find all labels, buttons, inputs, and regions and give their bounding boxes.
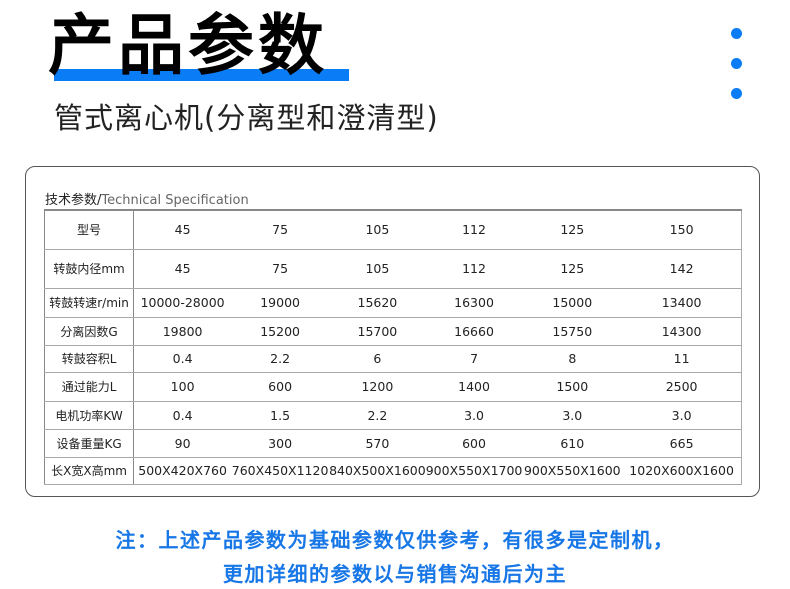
table-cell: 105 <box>329 209 426 250</box>
table-cell: 6 <box>329 345 426 373</box>
note-line-2: 更加详细的参数以与销售沟通后为主 <box>223 562 567 586</box>
spec-heading: 技术参数/Technical Specification <box>45 189 249 208</box>
table-cell: 610 <box>522 429 623 458</box>
table-cell: 3.0 <box>522 401 623 430</box>
table-cell: 112 <box>425 209 523 250</box>
table-cell: 8 <box>522 345 623 373</box>
table-cell: 2.2 <box>329 401 426 430</box>
table-row: 转鼓转速r/min 10000-28000 19000 15620 16300 15000… <box>43 288 743 318</box>
spec-card <box>25 166 760 497</box>
table-cell: 3.0 <box>425 401 523 430</box>
table-cell: 7 <box>425 345 523 373</box>
table-cell: 1400 <box>425 372 523 402</box>
row-label: 分离因数G <box>43 317 135 346</box>
table-cell: 900X550X1700 <box>425 457 523 485</box>
table-cell: 10000-28000 <box>133 288 232 318</box>
note-line-1: 注：上述产品参数为基础参数仅供参考，有很多是定制机， <box>115 528 675 552</box>
row-label: 通过能力L <box>43 372 135 402</box>
table-cell: 665 <box>622 429 743 458</box>
table-row: 转鼓容积L 0.4 2.2 6 7 8 11 <box>43 345 743 373</box>
table-cell: 16660 <box>425 317 523 346</box>
row-label: 长X宽X高mm <box>43 457 135 485</box>
table-cell: 14300 <box>622 317 743 346</box>
table-cell: 112 <box>425 249 523 289</box>
table-cell: 1.5 <box>231 401 330 430</box>
row-label: 型号 <box>43 209 135 250</box>
page-subtitle: 管式离心机(分离型和澄清型) <box>54 101 439 135</box>
table-row: 转鼓内径mm 45 75 105 112 125 142 <box>43 249 743 289</box>
table-cell: 840X500X1600 <box>329 457 426 485</box>
table-cell: 300 <box>231 429 330 458</box>
table-row: 长X宽X高mm 500X420X760 760X450X1120 840X500X16… <box>43 457 743 485</box>
spec-heading-cn: 技术参数/ <box>45 193 102 208</box>
table-cell: 0.4 <box>133 345 232 373</box>
spec-heading-en: Technical Specification <box>101 193 249 208</box>
table-row: 电机功率KW 0.4 1.5 2.2 3.0 3.0 3.0 <box>43 401 743 430</box>
table-row: 通过能力L 100 600 1200 1400 1500 2500 <box>43 372 743 402</box>
table-cell: 0.4 <box>133 401 232 430</box>
table-cell: 1020X600X1600 <box>622 457 743 485</box>
table-cell: 142 <box>622 249 743 289</box>
table-cell: 75 <box>231 209 330 250</box>
dot-icon <box>731 28 742 39</box>
table-cell: 500X420X760 <box>133 457 232 485</box>
row-label: 转鼓转速r/min <box>43 288 135 318</box>
dot-icon <box>731 58 742 69</box>
table-cell: 150 <box>622 209 743 250</box>
table-row: 型号 45 75 105 112 125 150 <box>43 209 743 250</box>
table-cell: 570 <box>329 429 426 458</box>
table-cell: 45 <box>133 249 232 289</box>
row-label: 设备重量KG <box>43 429 135 458</box>
table-cell: 600 <box>425 429 523 458</box>
table-cell: 15700 <box>329 317 426 346</box>
table-cell: 760X450X1120 <box>231 457 330 485</box>
table-cell: 1500 <box>522 372 623 402</box>
table-cell: 2500 <box>622 372 743 402</box>
table-cell: 16300 <box>425 288 523 318</box>
row-label: 转鼓内径mm <box>43 249 135 289</box>
table-cell: 11 <box>622 345 743 373</box>
row-label: 转鼓容积L <box>43 345 135 373</box>
table-cell: 19000 <box>231 288 330 318</box>
row-label: 电机功率KW <box>43 401 135 430</box>
table-cell: 15000 <box>522 288 623 318</box>
table-cell: 15200 <box>231 317 330 346</box>
table-cell: 600 <box>231 372 330 402</box>
table-row: 分离因数G 19800 15200 15700 16660 15750 14300 <box>43 317 743 346</box>
table-cell: 2.2 <box>231 345 330 373</box>
table-cell: 19800 <box>133 317 232 346</box>
spec-table: 型号 45 75 105 112 125 150 转鼓内径mm 45 75 105 112 125 142… <box>43 209 743 485</box>
title-underline <box>54 69 349 81</box>
table-row: 设备重量KG 90 300 570 600 610 665 <box>43 429 743 458</box>
table-cell: 1200 <box>329 372 426 402</box>
table-cell: 15620 <box>329 288 426 318</box>
table-cell: 13400 <box>622 288 743 318</box>
table-cell: 900X550X1600 <box>522 457 623 485</box>
table-cell: 105 <box>329 249 426 289</box>
table-cell: 45 <box>133 209 232 250</box>
table-cell: 125 <box>522 249 623 289</box>
table-cell: 75 <box>231 249 330 289</box>
dot-icon <box>731 88 742 99</box>
table-cell: 90 <box>133 429 232 458</box>
table-cell: 15750 <box>522 317 623 346</box>
table-cell: 100 <box>133 372 232 402</box>
page-title: 产品参数 <box>48 7 328 84</box>
table-cell: 3.0 <box>622 401 743 430</box>
table-cell: 125 <box>522 209 623 250</box>
